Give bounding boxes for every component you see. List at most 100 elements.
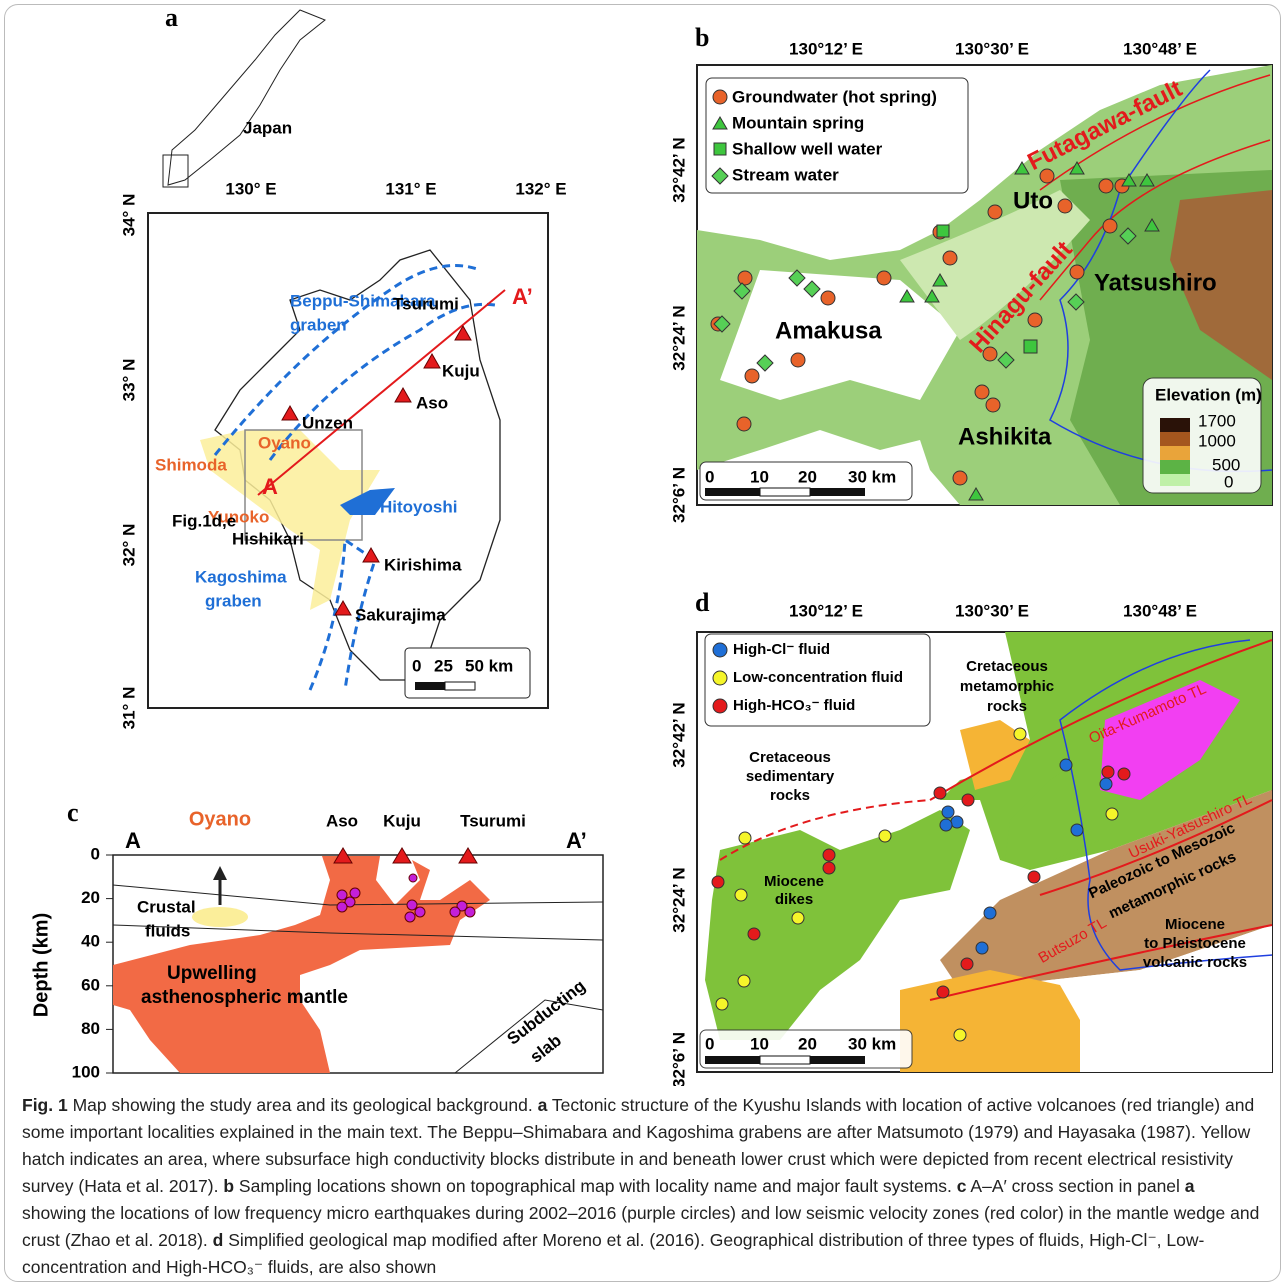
map-shape — [961, 958, 973, 970]
panel-label: b — [695, 23, 709, 52]
lon-tick: 130° E — [225, 179, 276, 198]
map-shape — [748, 928, 760, 940]
map-shape — [415, 907, 425, 917]
map-shape — [716, 998, 728, 1010]
hot-spring-label: Shimoda — [155, 455, 227, 474]
elevation-title: Elevation (m) — [1155, 385, 1262, 404]
map-shape — [821, 291, 835, 305]
caption-text: c — [957, 1176, 967, 1196]
rock-label: Miocene — [764, 873, 824, 890]
map-shape — [337, 902, 347, 912]
map-shape — [712, 876, 724, 888]
graben-label: Kagoshima — [195, 567, 287, 586]
map-shape — [760, 1056, 810, 1064]
place-label: Yatsushiro — [1094, 269, 1217, 296]
map-shape — [942, 806, 954, 818]
hot-spring-label: Oyano — [258, 433, 311, 452]
map-shape — [879, 830, 891, 842]
rock-label: volcanic rocks — [1143, 954, 1247, 971]
map-shape — [791, 353, 805, 367]
map-shape — [823, 849, 835, 861]
map-shape — [350, 888, 360, 898]
map-shape — [735, 889, 747, 901]
map-shape — [934, 787, 946, 799]
lon-tick: 130°12’ E — [789, 601, 863, 620]
panel-label: d — [695, 588, 710, 617]
lat-tick: 32°24’ N — [669, 305, 688, 370]
place-label: Ashikita — [958, 423, 1052, 450]
map-shape — [713, 699, 727, 713]
map-shape — [810, 488, 865, 496]
map-shape — [975, 385, 989, 399]
y-axis-label: Depth (km) — [30, 913, 52, 1017]
map-shape — [337, 890, 347, 900]
place-label: Hitoyoshi — [380, 497, 457, 516]
lon-tick: 130°30’ E — [955, 39, 1029, 58]
scale-label: 20 — [798, 467, 817, 486]
lon-tick: 132° E — [515, 179, 566, 198]
region-label: asthenospheric mantle — [141, 987, 348, 1008]
panel-label: c — [67, 798, 79, 827]
map-shape — [1014, 728, 1026, 740]
lon-tick: 130°12’ E — [789, 39, 863, 58]
caption-text: a — [1185, 1176, 1195, 1196]
map-shape — [1100, 778, 1112, 790]
rock-label: Cretaceous — [749, 749, 831, 766]
map-shape — [984, 907, 996, 919]
rock-label: to Pleistocene — [1144, 935, 1246, 952]
scale-label: 30 km — [848, 467, 896, 486]
map-shape — [705, 1056, 760, 1064]
section-end: A — [125, 828, 141, 853]
map-shape — [713, 90, 727, 104]
y-tick-label: 80 — [81, 1019, 100, 1038]
caption-text: A–A′ cross section in panel — [967, 1176, 1185, 1196]
scale-label: 25 — [434, 656, 453, 675]
map-shape — [937, 986, 949, 998]
map-shape — [168, 10, 325, 185]
map-shape — [877, 271, 891, 285]
caption-text: b — [223, 1176, 234, 1196]
map-shape — [1118, 768, 1130, 780]
map-shape — [953, 471, 967, 485]
map-shape — [745, 369, 759, 383]
map-shape — [760, 488, 810, 496]
map-shape — [1106, 808, 1118, 820]
map-shape — [986, 398, 1000, 412]
map-shape — [1060, 759, 1072, 771]
volcano-label: Kuju — [383, 811, 421, 830]
y-tick-label: 60 — [81, 975, 100, 994]
map-shape — [465, 907, 475, 917]
volcano-label: Aso — [326, 811, 358, 830]
y-tick-label: 0 — [91, 844, 100, 863]
map-shape — [415, 682, 445, 690]
region-label: fluids — [145, 921, 190, 940]
map-shape — [1160, 418, 1190, 432]
caption-text: Map showing the study area and its geolo… — [68, 1095, 538, 1115]
caption-text: a — [538, 1095, 548, 1115]
elevation-tick: 0 — [1224, 472, 1233, 491]
map-shape — [713, 671, 727, 685]
y-tick-label: 40 — [81, 932, 100, 951]
map-shape — [1102, 766, 1114, 778]
map-shape — [450, 907, 460, 917]
elevation-tick: 1000 — [1198, 431, 1236, 450]
map-shape — [951, 816, 963, 828]
map-shape — [943, 251, 957, 265]
map-shape — [445, 682, 475, 690]
map-shape — [405, 912, 415, 922]
lat-tick: 31° N — [119, 687, 138, 730]
scale-label: 0 — [705, 1034, 714, 1053]
map-shape — [738, 271, 752, 285]
map-shape — [409, 874, 417, 882]
scale-label: 10 — [750, 467, 769, 486]
lat-tick: 32°42’ N — [669, 702, 688, 767]
lon-tick: 130°30’ E — [955, 601, 1029, 620]
map-shape — [737, 417, 751, 431]
map-shape — [954, 1029, 966, 1041]
lat-tick: 32°42’ N — [669, 137, 688, 202]
rock-label: sedimentary — [746, 768, 835, 785]
map-shape — [1028, 313, 1042, 327]
place-label: Uto — [1013, 187, 1053, 214]
map-shape — [1099, 179, 1113, 193]
